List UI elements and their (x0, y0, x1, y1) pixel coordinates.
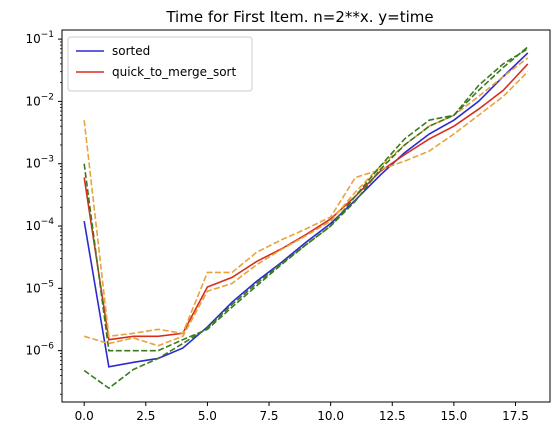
x-tick-label: 12.5 (379, 409, 406, 423)
series-line-4 (83, 57, 529, 347)
x-tick-label: 7.5 (259, 409, 278, 423)
y-tick-label: 10−5 (25, 279, 54, 295)
x-tick-label: 0.0 (75, 409, 94, 423)
x-tick-label: 17.5 (502, 409, 529, 423)
y-tick-label: 10−6 (25, 342, 54, 358)
x-tick-label: 10.0 (317, 409, 344, 423)
legend-box (67, 36, 253, 92)
legend-label: quick_to_merge_sort (112, 65, 236, 79)
y-tick-label: 10−2 (25, 92, 54, 108)
series-line-6 (83, 48, 529, 390)
x-tick-label: 15.0 (441, 409, 468, 423)
axes: 0.0 2.5 5.0 7.5 10.0 12.5 15.0 17.5 10−6 10−5 10−4… (25, 30, 528, 423)
chart-title: Time for First Item. n=2**x. y=time (165, 8, 433, 26)
legend-label: sorted (112, 44, 150, 58)
series-line-2 (83, 63, 529, 341)
plot-lines (83, 46, 529, 390)
x-tick-label: 2.5 (136, 409, 155, 423)
y-tick-label: 10−1 (25, 30, 54, 46)
x-tick-label: 5.0 (198, 409, 217, 423)
y-tick-label: 10−3 (25, 155, 54, 171)
series-line-3 (83, 71, 529, 338)
series-line-5 (83, 46, 529, 352)
series-line-1 (83, 52, 529, 368)
plot-frame (61, 29, 551, 403)
y-tick-label: 10−4 (25, 217, 54, 233)
legend: sorted quick_to_merge_sort (67, 36, 253, 92)
